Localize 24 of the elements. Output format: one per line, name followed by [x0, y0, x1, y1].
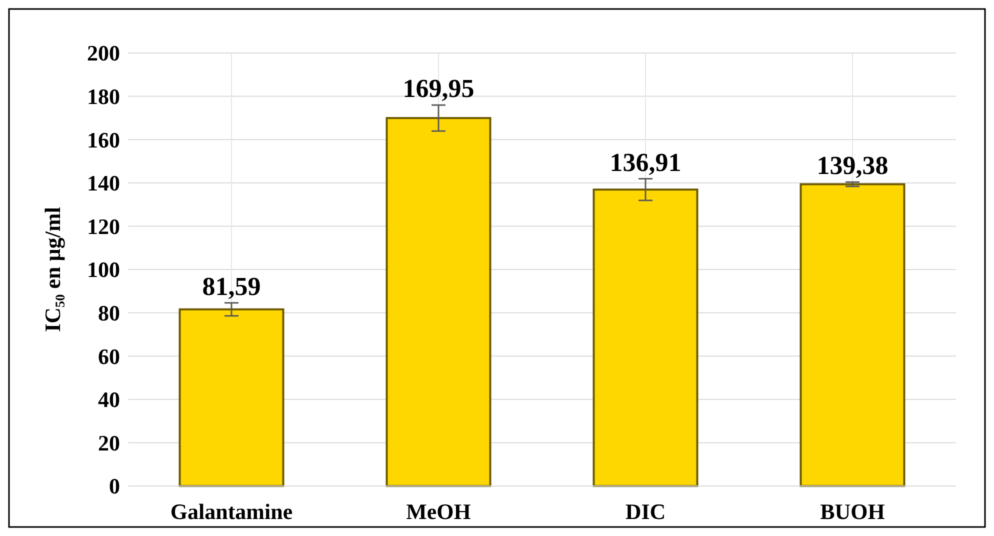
x-tick-label: Galantamine — [170, 499, 293, 524]
y-tick-label: 40 — [98, 387, 120, 412]
data-label: 169,95 — [402, 74, 474, 104]
data-label: 136,91 — [610, 148, 682, 177]
x-tick-label: DIC — [625, 499, 666, 524]
bar — [800, 183, 906, 487]
y-tick-label: 120 — [87, 214, 120, 239]
x-tick-label: MeOH — [406, 499, 471, 524]
y-tick-label: 60 — [98, 344, 120, 369]
y-tick-label: 20 — [98, 430, 120, 456]
bar — [178, 308, 284, 487]
bar — [592, 188, 698, 487]
y-tick-label: 100 — [87, 257, 120, 282]
y-tick-label: 180 — [87, 84, 120, 109]
bar — [386, 117, 492, 487]
data-label: 139,38 — [816, 151, 888, 180]
y-tick-label: 200 — [87, 40, 120, 66]
data-label: 81,59 — [202, 272, 261, 301]
x-tick-label: BUOH — [820, 499, 885, 524]
y-tick-label: 140 — [87, 170, 120, 196]
y-tick-label: 0 — [109, 474, 120, 499]
y-tick-label: 80 — [98, 300, 120, 326]
y-tick-label: 160 — [87, 127, 120, 152]
y-axis-title: IC₅₀ en µg/ml — [40, 207, 65, 332]
